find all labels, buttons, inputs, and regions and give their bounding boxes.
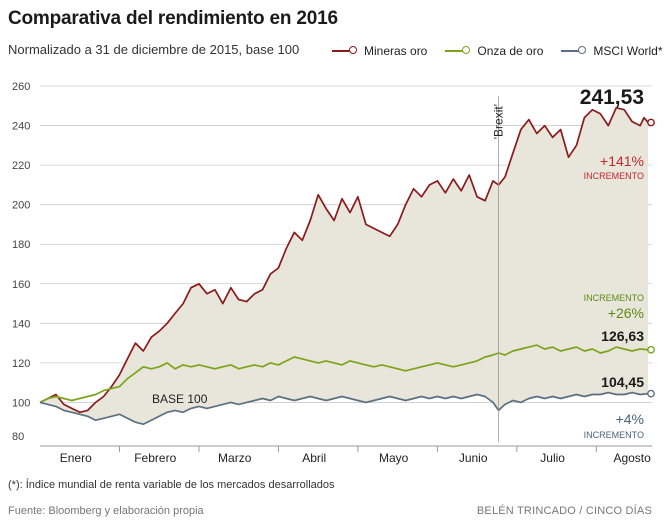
legend-label-onza: Onza de oro: [477, 44, 544, 58]
legend-swatch-icon: [445, 46, 471, 56]
legend-label-mineras: Mineras oro: [364, 44, 428, 58]
x-tick-label: Marzo: [218, 451, 252, 465]
source: Fuente: Bloomberg y elaboración propia: [8, 505, 204, 517]
chart-annotations: 'Brexit' BASE 100 241,53 +141% INCREMENTO INC…: [152, 86, 644, 442]
legend-item-onza: Onza de oro: [445, 44, 543, 58]
onza-value: 126,63: [601, 328, 644, 344]
x-tick-label: Enero: [60, 451, 92, 465]
onza-pct: +26%: [608, 305, 644, 321]
onza-increment: INCREMENTO: [584, 293, 644, 303]
y-tick-label: 200: [12, 200, 30, 212]
mineras-increment: INCREMENTO: [584, 171, 644, 181]
endpoint-marker-0: [647, 118, 655, 127]
mineras-value: 241,53: [580, 86, 644, 109]
credit: BELÉN TRINCADO / CINCO DÍAS: [476, 505, 652, 517]
msci-pct: +4%: [616, 411, 644, 427]
legend-label-msci: MSCI World*: [593, 44, 663, 58]
msci-value: 104,45: [601, 374, 644, 390]
x-tick-label: Junio: [459, 451, 488, 465]
chart-title: Comparativa del rendimiento en 2016: [8, 8, 338, 29]
x-tick-label: Abril: [302, 451, 326, 465]
x-tick-label: Agosto: [613, 451, 651, 465]
y-tick-label: 140: [12, 318, 30, 330]
shaded-area: [40, 107, 648, 425]
footnote: (*): Índice mundial de renta variable de…: [8, 479, 335, 491]
legend-swatch-icon: [332, 46, 358, 56]
mineras-pct: +141%: [600, 153, 644, 169]
legend: Mineras oro Onza de oro MSCI World*: [332, 44, 663, 58]
legend-item-mineras: Mineras oro: [332, 44, 427, 58]
brexit-label: 'Brexit': [492, 104, 506, 139]
series-line-0: [39, 106, 649, 414]
chart-subtitle: Normalizado a 31 de diciembre de 2015, b…: [8, 42, 300, 57]
x-tick-label: Mayo: [379, 451, 409, 465]
legend-item-msci: MSCI World*: [561, 44, 663, 58]
y-tick-label: 100: [12, 397, 30, 409]
y-tick-label: 240: [12, 121, 30, 133]
endpoint-marker-1: [647, 345, 655, 354]
chart-area: [40, 107, 648, 425]
series-line-1: [39, 344, 649, 404]
y-tick-label: 80: [12, 431, 24, 443]
endpoint-marker-2: [647, 389, 655, 398]
y-tick-label: 160: [12, 279, 30, 291]
series-line-2: [39, 391, 649, 426]
y-tick-label: 180: [12, 239, 30, 251]
y-tick-label: 220: [12, 160, 30, 172]
x-tick-label: Julio: [540, 451, 565, 465]
x-tick-label: Febrero: [134, 451, 176, 465]
base-label: BASE 100: [152, 392, 208, 406]
chart-lines: [39, 106, 655, 426]
msci-increment: INCREMENTO: [584, 430, 644, 440]
y-tick-label: 120: [12, 358, 30, 370]
legend-swatch-icon: [561, 46, 587, 56]
y-tick-label: 260: [12, 81, 30, 93]
